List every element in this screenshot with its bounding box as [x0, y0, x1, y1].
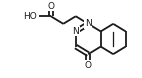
Text: HO: HO [23, 12, 37, 21]
Text: O: O [85, 61, 92, 69]
Text: O: O [47, 2, 54, 11]
Text: N: N [72, 27, 79, 36]
Text: N: N [85, 19, 92, 28]
